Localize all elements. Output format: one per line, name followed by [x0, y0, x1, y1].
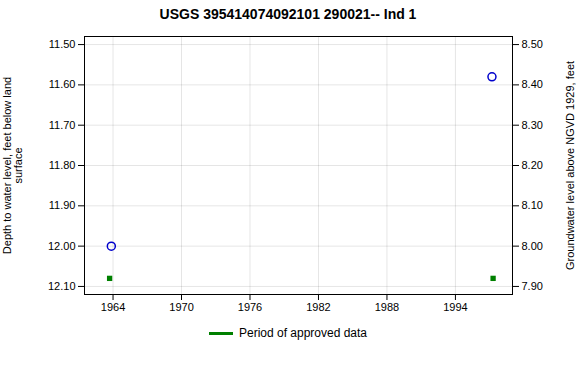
- svg-text:Depth to water level, feet bel: Depth to water level, feet below landsur…: [1, 77, 24, 254]
- svg-text:8.40: 8.40: [522, 78, 543, 90]
- svg-text:8.00: 8.00: [522, 240, 543, 252]
- svg-text:11.60: 11.60: [49, 78, 76, 90]
- html-text:Period of approved data: Period of approved data: [239, 326, 367, 340]
- svg-text:11.90: 11.90: [49, 199, 76, 211]
- svg-text:7.90: 7.90: [522, 280, 543, 292]
- svg-text:1982: 1982: [306, 301, 330, 313]
- svg-text:11.50: 11.50: [49, 38, 76, 50]
- svg-text:1970: 1970: [169, 301, 193, 313]
- svg-text:1988: 1988: [375, 301, 399, 313]
- svg-text:8.10: 8.10: [522, 199, 543, 211]
- svg-text:1976: 1976: [238, 301, 262, 313]
- html-text:USGS 395414074092101 290021--: USGS 395414074092101 290021-- Ind 1: [159, 6, 417, 22]
- svg-text:11.80: 11.80: [49, 159, 76, 171]
- svg-text:8.20: 8.20: [522, 159, 543, 171]
- svg-text:1994: 1994: [443, 301, 467, 313]
- svg-text:11.70: 11.70: [49, 119, 76, 131]
- svg-text:12.00: 12.00: [48, 240, 76, 252]
- svg-text:Groundwater level above NGVD 1: Groundwater level above NGVD 1929, feet: [564, 61, 576, 270]
- svg-text:8.50: 8.50: [522, 38, 543, 50]
- svg-text:12.10: 12.10: [48, 280, 76, 292]
- svg-text:1964: 1964: [101, 301, 125, 313]
- svg-text:8.30: 8.30: [522, 119, 543, 131]
